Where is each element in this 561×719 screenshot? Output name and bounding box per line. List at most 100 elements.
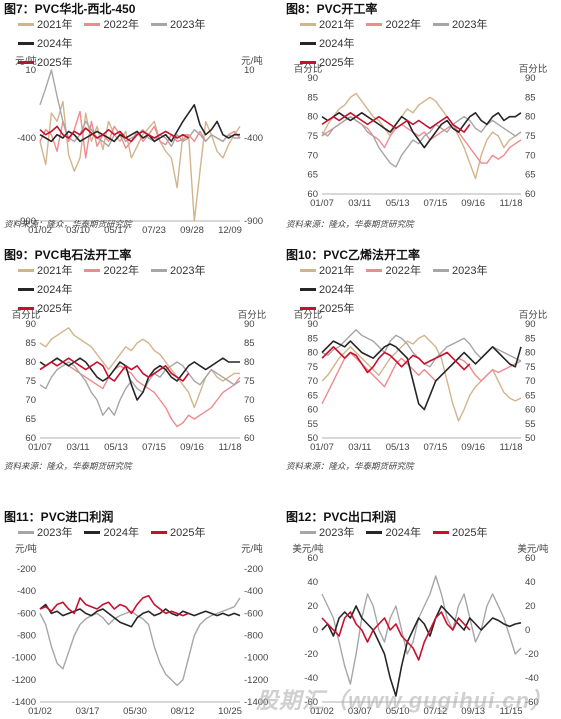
chart-title: 图12：PVC出口利润 [286, 510, 397, 524]
y-tick-label-right: -800 [244, 631, 263, 642]
y-tick-label-left: 65 [307, 170, 318, 181]
x-tick-label: 01/02 [310, 706, 334, 717]
x-tick-label: 10/25 [218, 706, 242, 717]
x-tick-label: 01/07 [28, 442, 52, 453]
y-axis-unit-left: 百分比 [12, 309, 41, 321]
legend-item: 2024年 [18, 35, 72, 54]
chart-legend: 2021年 2022年 2023年 2024年 2025年 [18, 262, 280, 319]
legend-swatch [84, 530, 101, 534]
x-tick-label: 03/11 [348, 198, 371, 209]
legend-label: 2024年 [37, 38, 73, 50]
y-tick-label-right: 55 [525, 419, 536, 430]
y-tick-label-right: 75 [525, 131, 536, 142]
y-tick-label-right: -20 [525, 649, 539, 660]
chart-legend: 2021年 2022年 2023年 2024年 2025年 [300, 262, 561, 319]
y-tick-label-left: -600 [17, 608, 36, 619]
y-tick-label-left: -60 [304, 697, 318, 708]
legend-label: 2025年 [451, 527, 488, 539]
y-tick-label-left: 65 [25, 414, 36, 425]
legend-label: 2025年 [37, 57, 73, 69]
legend-label: 2025年 [319, 303, 355, 315]
legend-label: 2023年 [37, 527, 73, 539]
chart-title: 图8：PVC开工率 [286, 2, 378, 16]
chart-panel-2: 图8：PVC开工率 2021年 2022年 2023年2024年 2025年 百分比百… [282, 0, 561, 240]
legend-swatch [84, 268, 101, 272]
y-tick-label-right: 85 [244, 338, 255, 349]
legend-item: 2025年 [432, 524, 488, 543]
y-tick-label-left: 10 [25, 65, 36, 76]
series-line [321, 611, 471, 661]
y-tick-label-left: 20 [307, 601, 318, 612]
x-tick-label: 03/07 [348, 706, 372, 717]
y-tick-label-left: 85 [307, 92, 318, 103]
y-axis-unit-right: 元/吨 [241, 543, 263, 555]
y-tick-label-left: 70 [25, 395, 36, 406]
series-line [321, 605, 522, 697]
x-tick-label: 11/18 [218, 442, 241, 453]
y-tick-label-left: 90 [307, 319, 318, 330]
y-tick-label-left: 80 [307, 348, 318, 359]
y-axis-unit-left: 元/吨 [15, 543, 37, 555]
x-tick-label: 03/17 [76, 706, 100, 717]
chart-legend: 2023年 2024年 2025年 [18, 524, 280, 543]
x-tick-label: 01/07 [310, 198, 334, 209]
legend-item: 2025年 [18, 300, 72, 319]
y-tick-label-right: -600 [244, 608, 263, 619]
legend-swatch [300, 530, 316, 534]
series-line [321, 111, 522, 149]
legend-label: 2022年 [103, 19, 139, 31]
series-line [39, 357, 190, 382]
y-axis-unit-right: 美元/吨 [517, 543, 549, 555]
y-axis-unit-right: 元/吨 [241, 55, 263, 67]
legend-label: 2022年 [385, 19, 421, 31]
chart-panel-5: 图11：PVC进口利润 2023年 2024年 2025年 元/吨 元/吨 -1400 -… [0, 508, 280, 719]
chart-plot: 元/吨 元/吨 -900 -900 -400 -400 10 10 01/02 03/10 05/1… [15, 55, 263, 236]
legend-swatch [18, 287, 34, 291]
y-tick-label-right: 75 [244, 376, 255, 387]
y-tick-label-left: 55 [307, 419, 318, 430]
source-note: 资料来源：隆众，华泰期货研究院 [286, 219, 414, 229]
y-axis-unit-right: 百分比 [238, 309, 267, 321]
legend-label: 2025年 [37, 303, 73, 315]
series-line [321, 111, 471, 133]
legend-label: 2021年 [319, 265, 355, 277]
y-tick-label-right: -900 [244, 216, 263, 227]
y-tick-label-left: -800 [17, 631, 36, 642]
legend-swatch [300, 60, 316, 64]
series-line [39, 357, 240, 401]
legend-label: 2023年 [319, 527, 355, 539]
legend-item: 2025年 [300, 54, 354, 73]
x-tick-label: 09/28 [180, 225, 204, 236]
x-tick-label: 05/13 [104, 442, 128, 453]
legend-item: 2024年 [300, 35, 354, 54]
legend-swatch [432, 268, 449, 272]
y-tick-label-right: -400 [244, 133, 263, 144]
y-tick-label-right: 90 [525, 319, 536, 330]
y-axis-unit-left: 百分比 [294, 63, 323, 75]
y-tick-label-left: -400 [17, 586, 36, 597]
x-tick-label: 03/11 [66, 442, 89, 453]
legend-label: 2024年 [103, 527, 139, 539]
y-tick-label-left: -20 [304, 649, 318, 660]
y-tick-label-left: 65 [307, 390, 318, 401]
series-line [321, 351, 522, 405]
y-tick-label-left: 75 [307, 131, 318, 142]
x-tick-label: 01/02 [28, 225, 52, 236]
x-tick-label: 05/13 [386, 442, 410, 453]
x-tick-label: 12/09 [218, 225, 242, 236]
legend-label: 2021年 [37, 265, 73, 277]
legend-item: 2024年 [300, 281, 354, 300]
y-tick-label-right: 70 [244, 395, 255, 406]
series-line [39, 603, 241, 628]
legend-item: 2025年 [150, 524, 205, 543]
x-tick-label: 11/15 [499, 706, 522, 717]
legend-item: 2024年 [366, 524, 421, 543]
legend-swatch [18, 268, 34, 272]
series-line [321, 575, 522, 685]
y-tick-label-right: 65 [525, 170, 536, 181]
x-tick-label: 05/30 [123, 706, 147, 717]
legend-label: 2021年 [37, 19, 73, 31]
y-tick-label-right: 90 [244, 319, 255, 330]
series-line [39, 100, 241, 222]
legend-item: 2021年 [18, 16, 72, 35]
